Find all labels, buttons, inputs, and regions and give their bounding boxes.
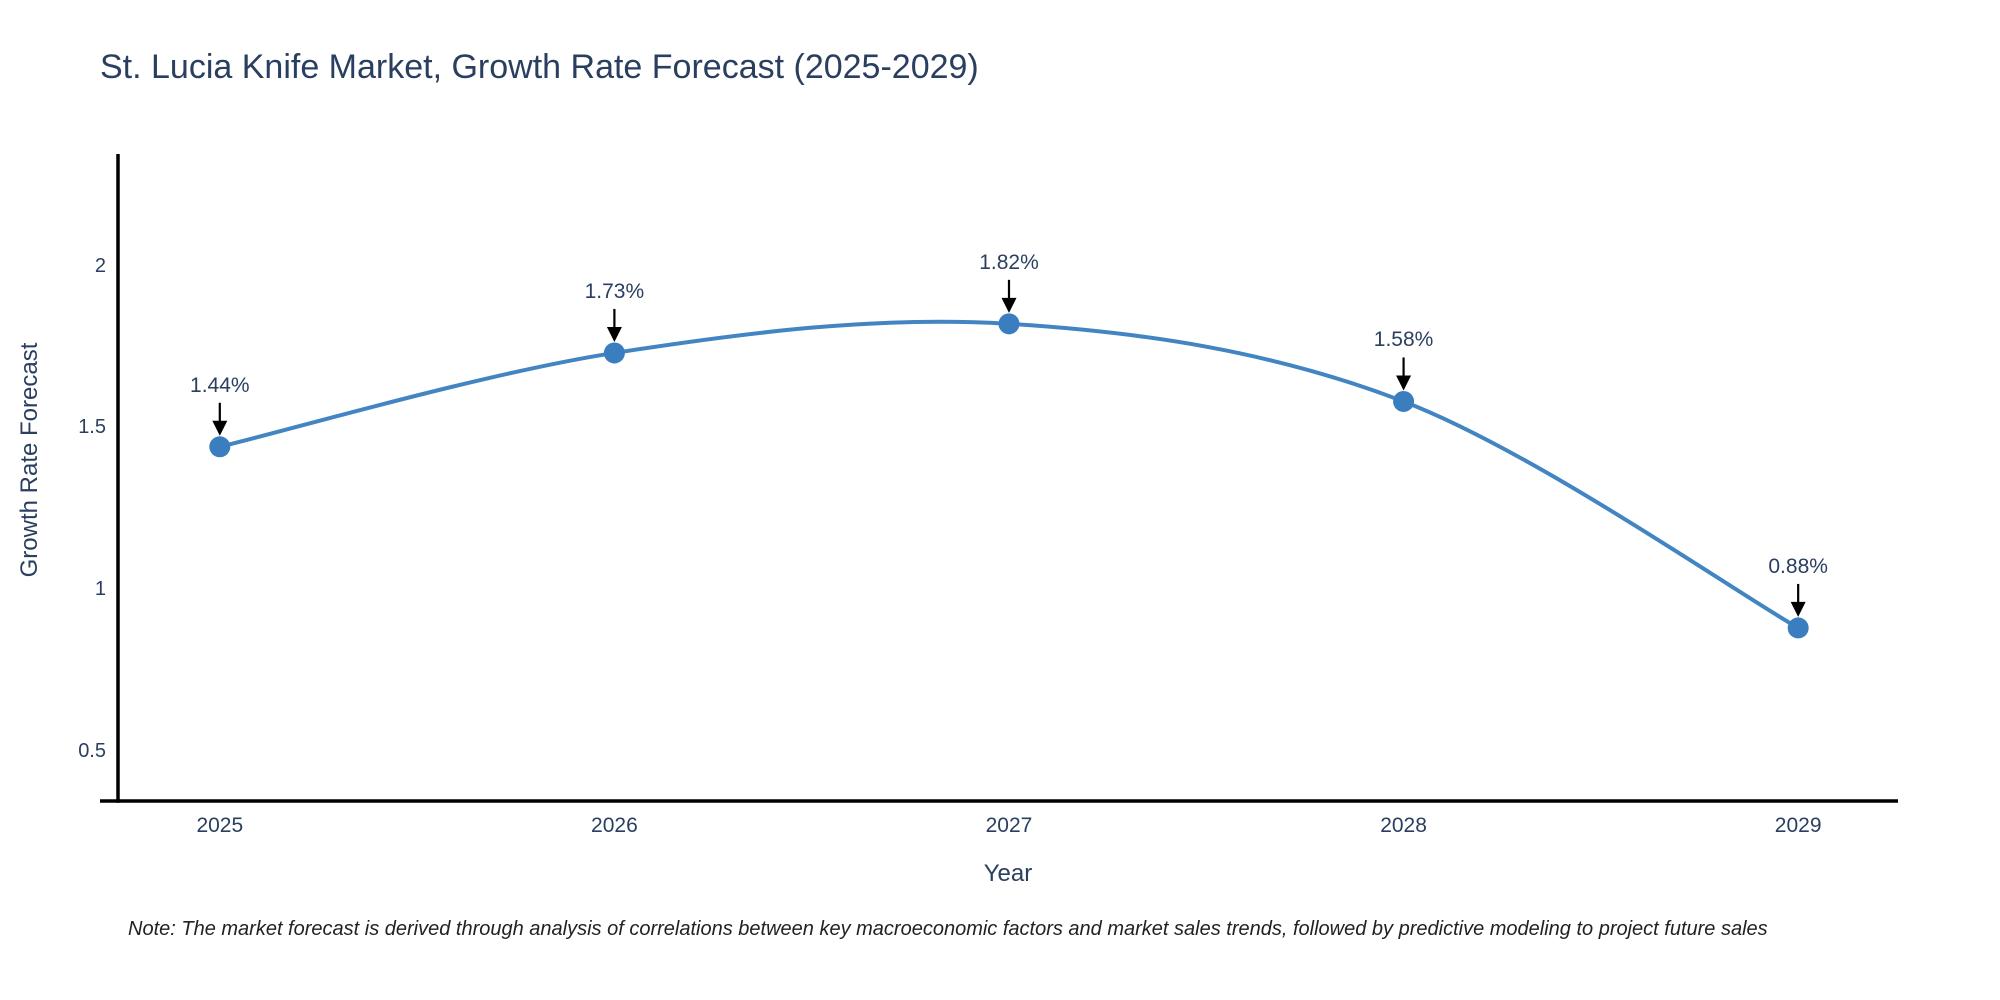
footnote: Note: The market forecast is derived thr…	[128, 918, 1768, 940]
data-point-marker	[209, 436, 231, 458]
annotation-arrowhead-icon	[1396, 375, 1412, 391]
data-point-marker	[1787, 617, 1809, 639]
x-tick-label: 2029	[1774, 814, 1822, 837]
y-tick-label: 1	[94, 578, 106, 601]
point-annotation-label: 1.73%	[584, 279, 645, 303]
chart-title: St. Lucia Knife Market, Growth Rate Fore…	[100, 48, 979, 86]
y-tick-label: 2	[94, 254, 106, 277]
x-tick-label: 2027	[985, 814, 1033, 837]
x-tick-label: 2026	[591, 814, 638, 837]
data-point-marker	[998, 313, 1020, 335]
y-axis-title: Growth Rate Forecast	[16, 342, 43, 578]
data-point-marker	[1393, 390, 1415, 412]
x-axis-title: Year	[983, 860, 1033, 887]
x-tick-label: 2025	[196, 814, 244, 837]
point-annotation-label: 1.82%	[979, 250, 1039, 274]
annotation-arrowhead-icon	[1790, 601, 1806, 617]
annotation-arrowhead-icon	[212, 420, 228, 436]
point-annotation-label: 1.58%	[1373, 328, 1434, 352]
y-tick-label: 0.5	[78, 739, 106, 762]
series-line	[217, 319, 1801, 630]
annotation-arrowhead-icon	[606, 326, 622, 342]
y-tick-label: 1.5	[78, 416, 106, 439]
annotation-arrowhead-icon	[1001, 297, 1017, 313]
point-annotation-label: 1.44%	[190, 373, 250, 397]
data-point-marker	[603, 342, 625, 364]
x-tick-label: 2028	[1380, 814, 1427, 837]
point-annotation-label: 0.88%	[1768, 554, 1828, 578]
